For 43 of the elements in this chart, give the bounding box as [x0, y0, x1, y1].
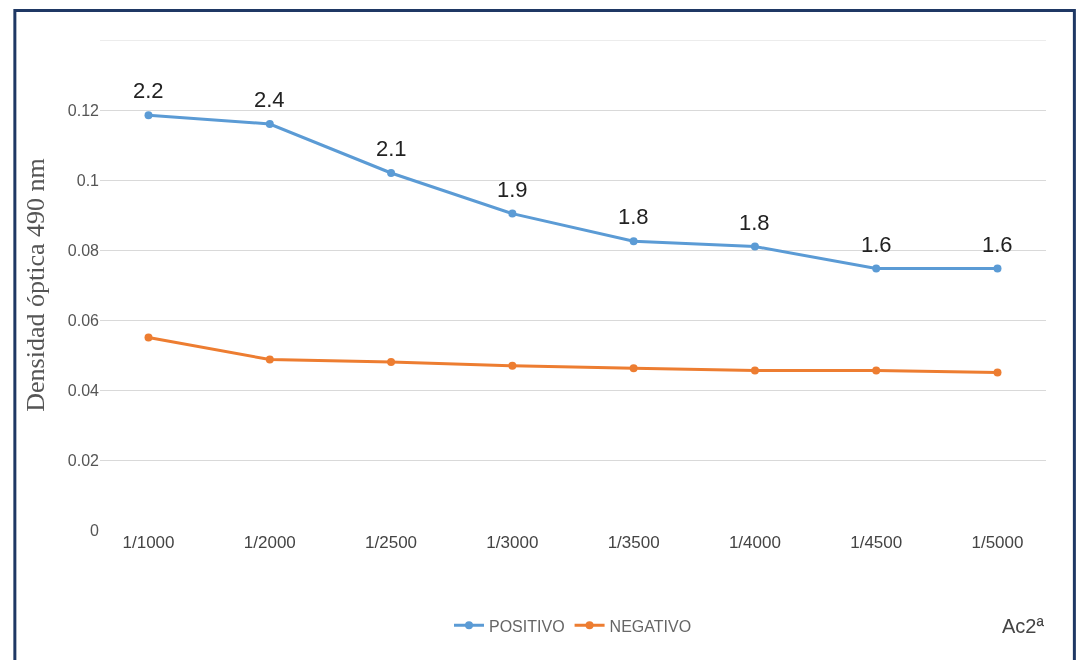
point: [387, 358, 396, 366]
x-tick-label: 1/2500: [365, 533, 418, 552]
x-tick-label: 1/4000: [728, 533, 781, 552]
annotation: 2.4: [254, 87, 285, 112]
annotation: 2.2: [133, 78, 164, 103]
point: [508, 361, 517, 370]
legend-label: POSITIVO: [489, 617, 565, 635]
point: [750, 366, 759, 375]
x-tick-label: 1/3000: [486, 533, 539, 552]
y-tick-label: 0.02: [67, 451, 100, 469]
point: [265, 120, 274, 128]
point: [993, 264, 1002, 273]
annotation: 1.8: [618, 204, 649, 229]
annotation: 1.6: [982, 232, 1013, 257]
annotation: 1.6: [861, 232, 892, 257]
x-tick-label: 1/2000: [243, 533, 296, 552]
point: [387, 169, 396, 177]
annotation: 1.9: [497, 177, 528, 202]
point: [144, 333, 153, 342]
y-tick-label: 0.1: [76, 171, 100, 189]
point: [750, 242, 759, 251]
legend-label: NEGATIVO: [609, 617, 692, 635]
y-tick-label: 0.04: [67, 381, 100, 399]
annotation: 1.8: [739, 210, 770, 235]
point: [993, 368, 1002, 377]
y-tick-label: 0.06: [67, 311, 100, 329]
x-tick-label: 1/5000: [971, 533, 1024, 552]
x-tick-label: 1/1000: [122, 533, 175, 552]
y-tick-label: 0.12: [67, 101, 100, 119]
x-tick-label: 1/4500: [850, 533, 903, 552]
point: [629, 364, 638, 373]
y-tick-label: 0: [90, 521, 100, 539]
x-tick-label: 1/3500: [607, 533, 660, 552]
point: [629, 237, 638, 246]
x-axis-title: Ac2ª: [1002, 615, 1045, 637]
point: [265, 355, 274, 364]
y-axis-title: Densidad óptica 490 nm: [21, 158, 51, 412]
point: [872, 264, 881, 273]
y-tick-label: 0.08: [67, 241, 100, 259]
point: [144, 111, 153, 120]
annotation: 2.1: [376, 136, 407, 161]
point: [508, 209, 517, 218]
point: [872, 366, 881, 375]
